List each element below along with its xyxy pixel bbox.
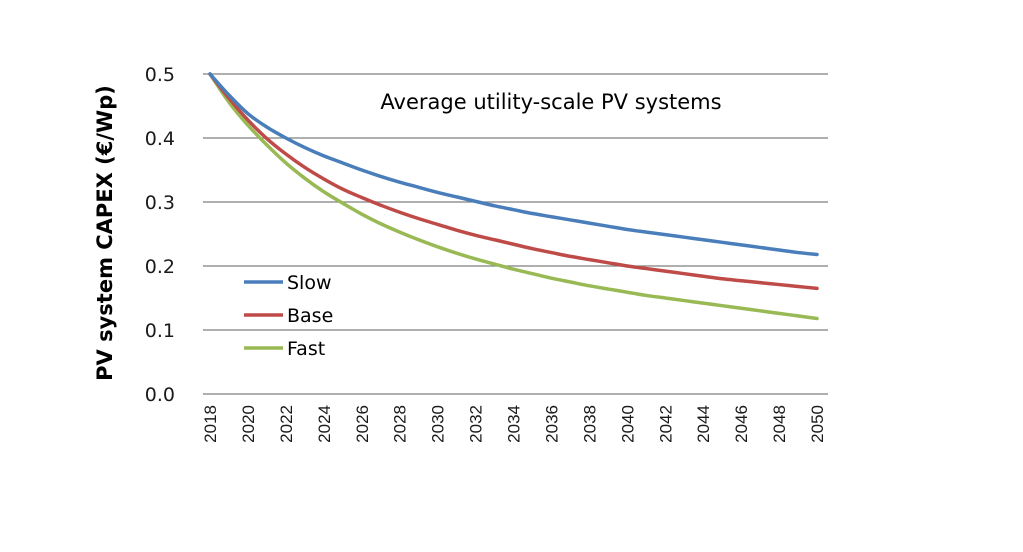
y-axis-label: PV system CAPEX (€/Wp)	[93, 85, 117, 381]
series-lines	[208, 72, 819, 321]
legend-item-fast: Fast	[244, 338, 325, 360]
y-tick-label: 0.3	[145, 192, 175, 214]
x-axis-ticks: 2018 2020 2022 2024 2026 2028 2030 2032 2034 2036…	[201, 405, 827, 443]
y-tick-label: 0.5	[145, 64, 175, 86]
x-tick-label: 2048	[770, 405, 789, 443]
x-tick-label: 2030	[429, 405, 448, 443]
series-line-slow	[208, 72, 819, 257]
x-tick-label: 2036	[542, 405, 561, 443]
x-tick-label: 2032	[467, 405, 486, 443]
legend-item-base: Base	[244, 305, 333, 327]
legend-label: Fast	[287, 338, 325, 360]
y-tick-label: 0.1	[145, 320, 175, 342]
x-tick-label: 2028	[391, 405, 410, 443]
x-tick-label: 2034	[505, 405, 524, 443]
x-tick-label: 2044	[694, 405, 713, 443]
gridlines	[203, 73, 828, 395]
y-tick-label: 0.2	[145, 256, 175, 278]
legend: Slow Base Fast	[244, 272, 333, 360]
legend-label: Slow	[287, 272, 332, 294]
y-tick-label: 0.0	[145, 384, 175, 406]
x-tick-label: 2026	[353, 405, 372, 443]
x-tick-label: 2020	[239, 405, 258, 443]
legend-item-slow: Slow	[244, 272, 332, 294]
series-line-fast	[208, 72, 819, 321]
x-tick-label: 2040	[618, 405, 637, 443]
y-tick-label: 0.4	[145, 128, 175, 150]
x-tick-label: 2050	[808, 405, 827, 443]
chart-title: Average utility-scale PV systems	[380, 90, 721, 114]
legend-label: Base	[287, 305, 333, 327]
x-tick-label: 2038	[580, 405, 599, 443]
x-tick-label: 2018	[201, 405, 220, 443]
x-tick-label: 2022	[277, 405, 296, 443]
x-tick-label: 2046	[732, 405, 751, 443]
x-tick-label: 2042	[656, 405, 675, 443]
series-line-base	[208, 72, 819, 291]
x-tick-label: 2024	[315, 405, 334, 443]
y-axis-ticks: 0.0 0.1 0.2 0.3 0.4 0.5	[145, 64, 175, 406]
